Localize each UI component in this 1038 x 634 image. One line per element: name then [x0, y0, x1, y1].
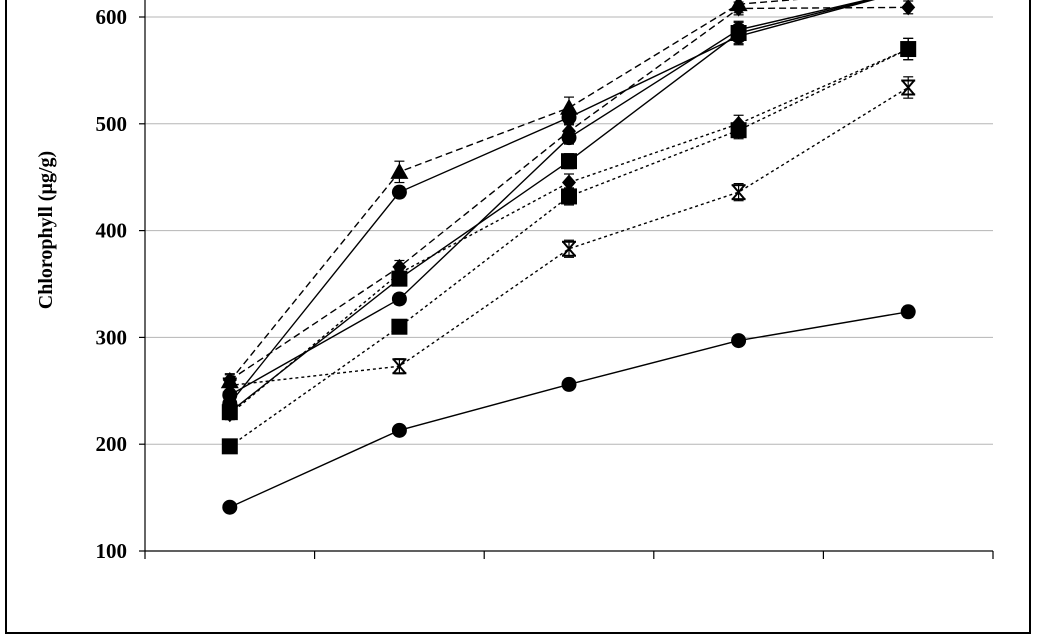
series-1-point-3 — [561, 376, 577, 392]
y-axis-title: Chlorophyll (µg/g) — [35, 151, 57, 309]
series-4-point-3 — [561, 153, 577, 170]
series-9-point-5 — [901, 79, 916, 96]
series-4-point-4 — [730, 25, 747, 42]
y-tick-label-400: 400 — [96, 219, 128, 243]
series-1-point-5 — [900, 304, 916, 320]
series-8-line — [229, 48, 909, 415]
line-chart: Chlorophyll (µg/g) 100 200 300 400 500 600 — [35, 0, 994, 563]
series-7-point-3 — [561, 188, 577, 205]
series-1-point-2 — [391, 422, 407, 438]
series-9-point-1 — [222, 377, 237, 394]
series-8-point-5 — [901, 41, 916, 58]
plot-area — [220, 0, 917, 515]
series-1-point-1 — [222, 499, 238, 515]
series-9-point-2 — [392, 358, 407, 375]
y-tick-label-600: 600 — [96, 5, 128, 29]
series-4-line — [229, 0, 873, 413]
y-tick-label-100: 100 — [96, 539, 128, 563]
series-5-line — [229, 0, 799, 382]
series-8-point-3 — [562, 174, 576, 191]
series-8-point-1 — [222, 406, 237, 423]
series-7-point-2 — [391, 318, 408, 335]
series-9-point-4 — [731, 184, 746, 201]
series-8-point-2 — [392, 265, 407, 282]
series-3-point-2 — [391, 184, 407, 200]
series-1-point-4 — [731, 333, 747, 349]
series-1-line — [229, 311, 909, 508]
y-tick-label-200: 200 — [96, 432, 128, 456]
series-6-point-3 — [562, 123, 576, 140]
series-9-point-3 — [562, 240, 576, 257]
series-2-point-2 — [391, 291, 407, 307]
series-8-point-4 — [731, 115, 746, 132]
series-6-point-4 — [731, 0, 746, 17]
series-5-point-2 — [390, 162, 409, 179]
series-6-point-5 — [901, 0, 916, 16]
y-tick-label-500: 500 — [96, 112, 128, 136]
series-7-point-1 — [221, 438, 238, 455]
y-tick-label-300: 300 — [96, 325, 128, 349]
chart-frame — [5, 0, 1031, 634]
series-5-point-3 — [560, 98, 578, 115]
